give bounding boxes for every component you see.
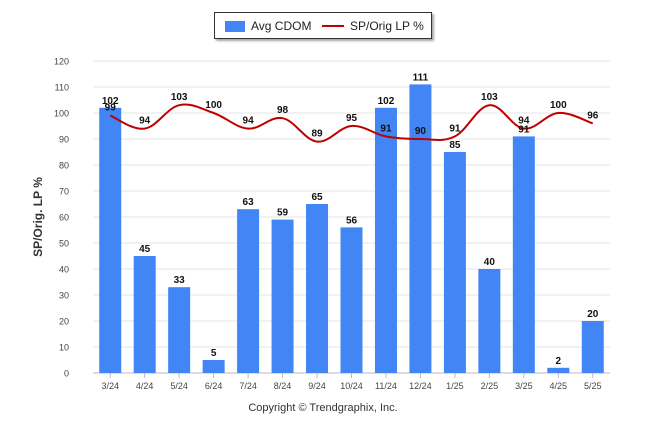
x-tick-label: 2/25 [481,381,499,391]
bar-data-label: 40 [484,257,496,268]
sp-orig-lp-line [109,103,594,143]
x-tick-label: 4/24 [136,381,154,391]
y-tick-label: 120 [54,57,69,67]
y-tick-label: 110 [55,83,69,93]
x-tick-label: 1/25 [446,381,464,391]
y-axis-title: SP/Orig. LP % [31,177,45,257]
legend-swatch-bar [225,20,245,32]
bar-data-label: 2 [556,356,562,367]
y-tick-label: 30 [59,291,69,301]
y-tick-label: 10 [59,343,69,353]
bar-data-label: 102 [378,96,395,107]
x-tick-label: 5/24 [170,381,188,391]
bar [99,107,122,374]
bar-data-label: 33 [174,275,186,286]
x-tick-label: 4/25 [550,381,568,391]
line-data-label: 91 [380,123,392,134]
y-tick-label: 0 [64,369,69,379]
y-tick-label: 60 [59,213,69,223]
y-tick-label: 90 [59,135,69,145]
bar [409,84,432,374]
line-data-label: 99 [105,103,117,114]
bar-data-label: 111 [413,72,429,83]
bar-data-label: 63 [243,197,255,208]
line-data-label: 94 [139,116,151,127]
legend-label-line: SP/Orig LP % [350,19,424,33]
legend-label-bar: Avg CDOM [251,19,312,33]
y-tick-label: 80 [59,161,69,171]
y-tick-label: 70 [59,187,69,197]
bar [512,136,535,373]
bar [581,321,604,373]
x-tick-label: 5/25 [584,381,602,391]
x-tick-label: 11/24 [375,381,397,391]
bar [133,256,156,373]
bar-data-label: 65 [311,192,323,203]
bar [271,219,294,373]
chart-legend: Avg CDOM SP/Orig LP % [214,12,432,39]
bar-data-label: 85 [449,140,461,151]
x-tick-label: 3/25 [515,381,533,391]
legend-item-bar: Avg CDOM [225,19,311,33]
line-data-label: 98 [277,105,289,116]
line-data-label: 95 [346,113,358,124]
bar-data-label: 20 [587,309,599,320]
bar [306,204,329,373]
x-tick-label: 8/24 [274,381,292,391]
y-tick-label: 40 [59,265,69,275]
bar [168,287,191,373]
line-data-label: 103 [481,92,498,103]
bar-data-label: 45 [139,244,151,255]
bar-data-label: 102 [102,96,119,107]
copyright-footer: Copyright © Trendgraphix, Inc. [248,402,398,414]
line-data-label: 89 [311,129,323,140]
x-tick-label: 7/24 [239,381,257,391]
bar [374,107,397,374]
legend-item-line: SP/Orig LP % [322,19,424,33]
bar [202,360,225,373]
y-tick-label: 50 [59,239,69,249]
x-tick-label: 3/24 [101,381,119,391]
line-data-label: 91 [449,123,461,134]
legend-swatch-line [322,25,344,27]
line-data-label: 94 [518,116,530,127]
x-tick-label: 6/24 [205,381,223,391]
bar-data-label: 5 [211,348,217,359]
bar [237,209,260,373]
bar [547,367,570,373]
line-data-label: 103 [171,92,188,103]
line-data-label: 100 [550,100,567,111]
bar-data-label: 91 [518,124,530,135]
line-data-label: 100 [205,100,222,111]
x-tick-label: 12/24 [409,381,432,391]
y-tick-label: 20 [59,317,69,327]
bar [443,152,466,373]
bar-data-label: 56 [346,215,358,226]
bar-data-label: 59 [277,208,289,219]
bar [340,227,363,373]
line-data-label: 94 [243,116,255,127]
y-tick-label: 100 [54,109,69,119]
line-data-label: 96 [587,110,599,121]
line-data-label: 90 [415,126,427,137]
bar [478,269,501,373]
x-tick-label: 9/24 [308,381,326,391]
x-tick-label: 10/24 [340,381,363,391]
